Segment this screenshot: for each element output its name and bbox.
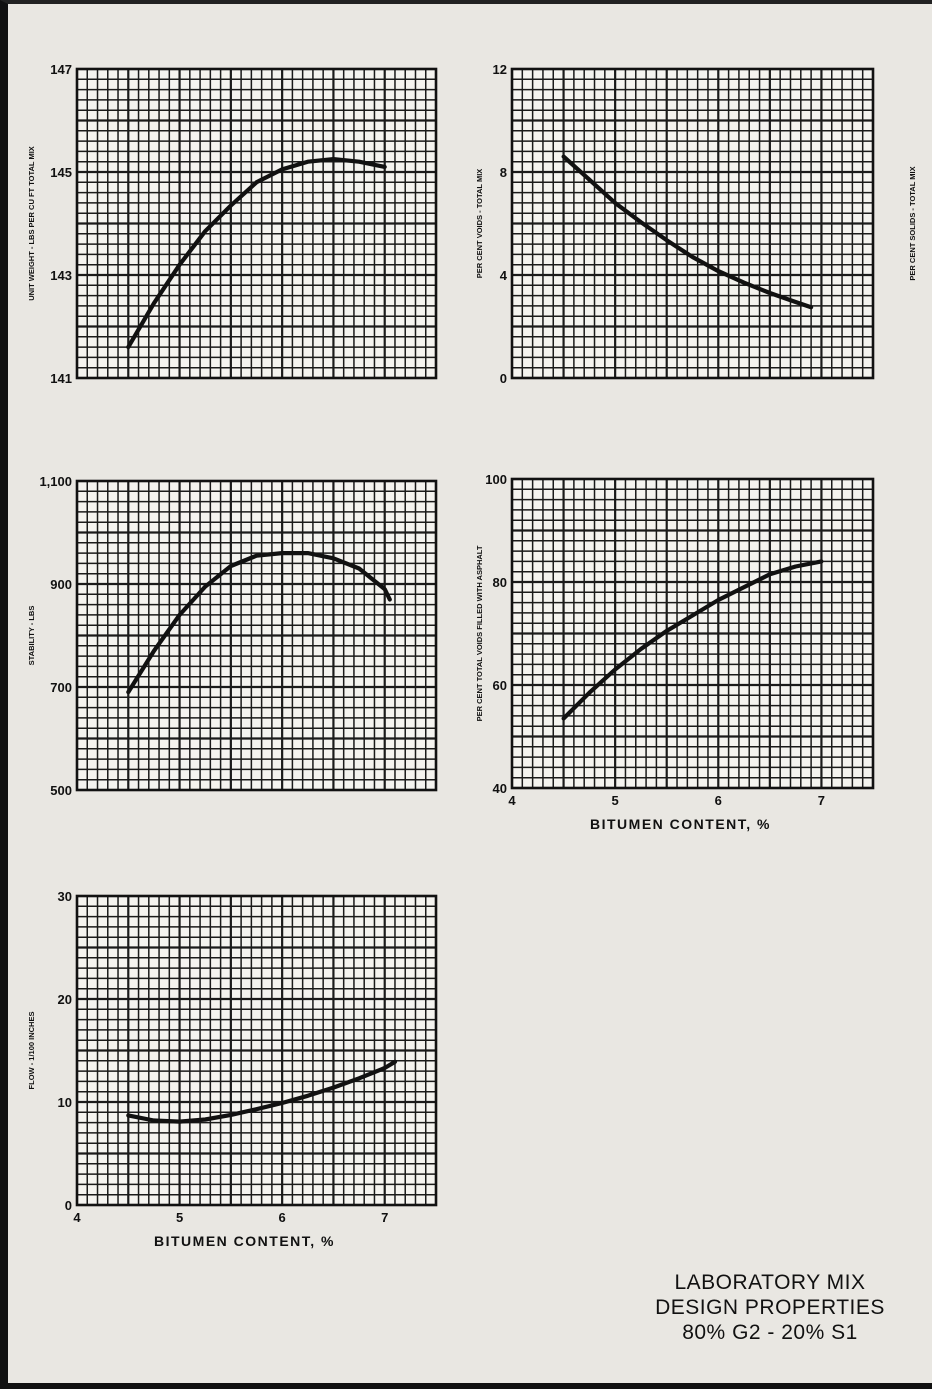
- y-tick-label: 12: [493, 62, 507, 77]
- y-tick-label: 700: [50, 680, 72, 695]
- grid: [77, 481, 436, 790]
- y-tick-label: 141: [50, 371, 72, 386]
- caption-line-2: DESIGN PROPERTIES: [655, 1296, 885, 1319]
- y-axis-title: UNIT WEIGHT - LBS PER CU FT TOTAL MIX: [27, 146, 36, 301]
- x-axis-label: BITUMEN CONTENT, %: [590, 816, 771, 832]
- x-tick-label: 6: [279, 1210, 286, 1225]
- y-tick-label: 500: [50, 783, 72, 798]
- chart-panel-1: 141 143 145 147 UNIT WEIGHT - LBS PER CU FT …: [27, 62, 438, 386]
- x-tick-label: 4: [73, 1210, 81, 1225]
- y-axis-title: PER CENT VOIDS - TOTAL MIX: [475, 169, 484, 279]
- series-line: [126, 551, 392, 695]
- caption-line-3: 80% G2 - 20% S1: [682, 1321, 858, 1344]
- y-tick-label: 143: [50, 268, 72, 283]
- chart-panel-3: PER CENT SOLIDS - TOTAL MIX: [908, 166, 917, 280]
- y-tick-label: 900: [50, 577, 72, 592]
- x-tick-label: 7: [381, 1210, 388, 1225]
- grid: [77, 896, 436, 1205]
- y-tick-label: 80: [493, 575, 507, 590]
- y-tick-label: 10: [58, 1095, 72, 1110]
- y-tick-label: 100: [485, 472, 507, 487]
- grid: [512, 479, 873, 788]
- series-line: [126, 1059, 398, 1124]
- y-tick-label: 8: [500, 165, 507, 180]
- grid: [512, 69, 873, 378]
- plot-frame: [75, 894, 438, 1207]
- chart-panel-2: 0 4 8 12 PER CENT VOIDS - TOTAL MIX: [475, 62, 875, 386]
- x-tick-label: 6: [715, 793, 722, 808]
- y-tick-label: 145: [50, 165, 72, 180]
- y-axis-title: STABILITY - LBS: [27, 606, 36, 666]
- y-axis-title: PER CENT SOLIDS - TOTAL MIX: [908, 166, 917, 280]
- plot-frame: [75, 67, 438, 380]
- series-line: [561, 154, 814, 310]
- y-tick-label: 40: [493, 781, 507, 796]
- y-tick-label: 147: [50, 62, 72, 77]
- y-tick-label: 60: [493, 678, 507, 693]
- x-tick-label: 7: [818, 793, 825, 808]
- y-tick-label: 0: [65, 1198, 72, 1213]
- caption-line-1: LABORATORY MIX: [674, 1271, 866, 1294]
- x-tick-label: 5: [176, 1210, 183, 1225]
- y-tick-label: 20: [58, 992, 72, 1007]
- series-line: [126, 157, 387, 350]
- x-tick-label: 4: [508, 793, 516, 808]
- chart-panel-6: 0 10 20 30 4 5 6 7 BITUMEN CONTENT, % FLOW - 1/10…: [27, 889, 438, 1249]
- y-tick-label: 4: [500, 268, 508, 283]
- chart-panel-5: 40 60 80 100 4 5 6 7 BITUMEN CONTENT, % PER CENT …: [475, 472, 875, 832]
- series-line: [561, 559, 824, 721]
- y-axis-title: FLOW - 1/100 INCHES: [27, 1012, 36, 1090]
- plot-frame: [510, 67, 875, 380]
- y-tick-label: 0: [500, 371, 507, 386]
- y-axis-title: PER CENT TOTAL VOIDS FILLED WITH ASPHALT: [475, 545, 484, 721]
- plot-frame: [510, 477, 875, 790]
- chart-panel-4: 500 700 900 1,100 STABILITY - LBS: [27, 474, 438, 798]
- y-tick-label: 1,100: [39, 474, 72, 489]
- y-tick-label: 30: [58, 889, 72, 904]
- plot-frame: [75, 479, 438, 792]
- x-tick-label: 5: [612, 793, 619, 808]
- grid: [77, 69, 436, 378]
- x-axis-label: BITUMEN CONTENT, %: [154, 1233, 335, 1249]
- figure-caption: LABORATORY MIX DESIGN PROPERTIES 80% G2 …: [640, 1270, 900, 1345]
